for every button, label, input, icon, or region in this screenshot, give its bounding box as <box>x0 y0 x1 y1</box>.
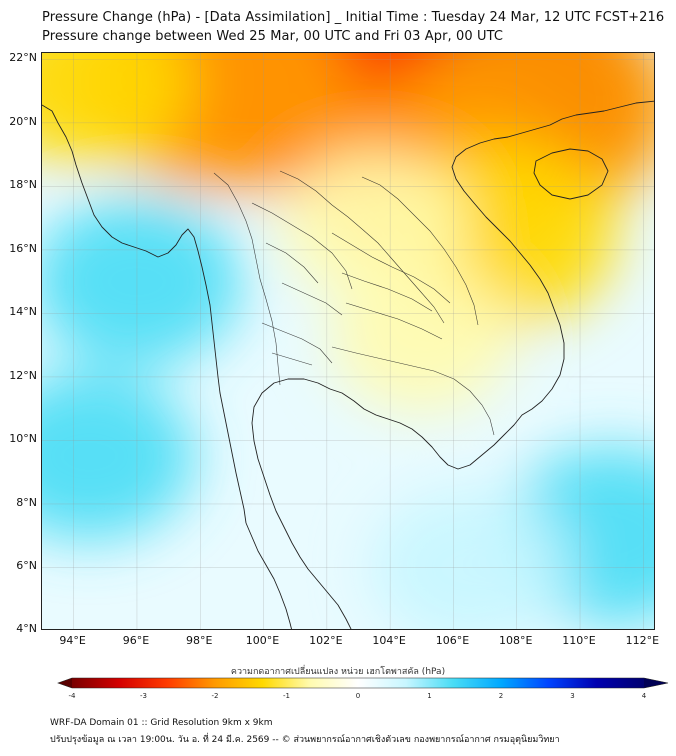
coastline-layer <box>42 100 654 629</box>
lon-tick-label: 102°E <box>309 634 343 647</box>
lon-tick-label: 104°E <box>372 634 406 647</box>
field-blob-7 <box>42 53 195 166</box>
map-subtitle: Pressure change between Wed 25 Mar, 00 U… <box>42 29 504 44</box>
lat-tick-label: 12°N <box>9 368 37 382</box>
coastline-peninsula-west <box>245 522 292 629</box>
colorbar-tick-label: -2 <box>211 692 219 700</box>
provinces-thailand-north <box>251 202 353 316</box>
colorbar-body <box>72 678 644 688</box>
lat-tick-label: 6°N <box>16 559 37 573</box>
colorbar-tick-label: -1 <box>283 692 290 700</box>
colorbar <box>57 677 669 689</box>
lat-tick-label: 14°N <box>9 305 37 319</box>
pressure-field-layer <box>42 53 654 629</box>
lat-tick-label: 20°N <box>9 114 37 128</box>
field-blob-8 <box>280 149 469 300</box>
footer-model-info: WRF-DA Domain 01 :: Grid Resolution 9km … <box>50 718 273 728</box>
colorbar-tick-label: 4 <box>641 692 647 700</box>
lat-tick-label: 22°N <box>9 51 37 65</box>
lon-tick-label: 94°E <box>59 634 86 647</box>
coastline-myanmar-west <box>42 104 247 524</box>
field-blob-10 <box>42 197 243 366</box>
field-blob-11 <box>42 372 195 541</box>
colorbar-tick-label: -4 <box>68 692 76 700</box>
colorbar-extend-max <box>644 678 668 688</box>
lat-tick-label: 4°N <box>16 622 37 635</box>
border-cambodia-vietnam <box>453 378 495 436</box>
lon-tick-label: 112°E <box>625 634 660 647</box>
provinces-thailand-central <box>261 322 333 366</box>
colorbar-extend-min <box>58 678 72 688</box>
lat-tick-label: 10°N <box>9 432 37 446</box>
lon-tick-label: 108°E <box>499 634 533 647</box>
border-thailand-laos <box>279 170 445 324</box>
footer-credit: ปรับปรุงข้อมูล ณ เวลา 19:00น. วัน อ. ที่… <box>50 735 560 745</box>
coastline-indochina-south <box>329 100 654 470</box>
border-myanmar-thailand <box>213 172 281 386</box>
colorbar-tick-label: 0 <box>355 692 361 700</box>
lon-tick-label: 100°E <box>245 634 280 647</box>
provinces-thailand-northeast <box>331 232 451 340</box>
lon-tick-label: 98°E <box>186 634 213 647</box>
lon-tick-label: 96°E <box>122 634 150 647</box>
map-panel[interactable] <box>41 52 655 630</box>
coastline-hainan <box>533 148 609 200</box>
border-thailand-cambodia <box>331 346 455 380</box>
colorbar-tick-label: -3 <box>140 692 147 700</box>
lat-tick-label: 16°N <box>9 241 37 255</box>
graticule <box>42 53 654 629</box>
coastline-peninsula-east <box>251 378 352 629</box>
lat-tick-label: 8°N <box>16 495 37 509</box>
field-blob-9 <box>330 265 514 413</box>
colorbar-tick-label: 3 <box>570 692 575 700</box>
field-blob-13 <box>369 487 569 629</box>
lon-tick-label: 106°E <box>435 634 470 647</box>
map-title: Pressure Change (hPa) - [Data Assimilati… <box>42 10 665 25</box>
admin-borders <box>213 170 495 436</box>
lat-tick-label: 18°N <box>9 178 37 192</box>
colorbar-tick-label: 1 <box>427 692 432 700</box>
colorbar-outline <box>57 677 669 689</box>
lon-tick-label: 110°E <box>562 634 596 647</box>
pressure-change-map <box>42 53 654 629</box>
colorbar-title: ความกดอากาศเปลี่ยนแปลง หน่วย เฮกโตพาสคัล… <box>230 667 446 677</box>
border-laos-vietnam <box>361 176 479 326</box>
colorbar-tick-label: 2 <box>498 692 504 700</box>
